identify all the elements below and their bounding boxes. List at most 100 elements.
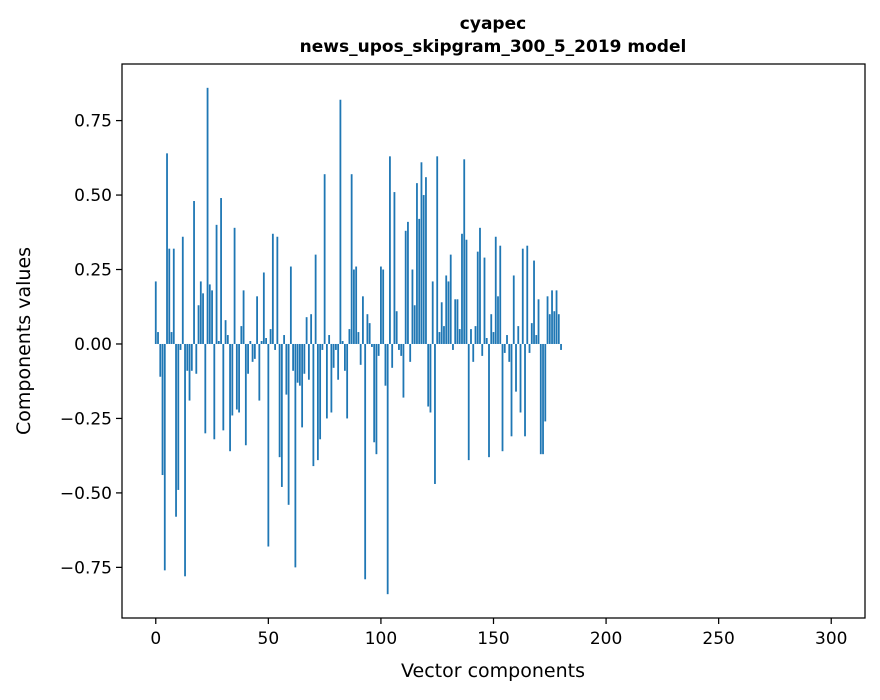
bar <box>461 233 463 344</box>
bar <box>244 343 247 446</box>
bar <box>506 335 508 344</box>
bar <box>555 290 558 344</box>
bar <box>159 343 162 377</box>
bar <box>470 329 472 344</box>
bar <box>280 343 283 487</box>
y-axis: −0.75 −0.50 −0.25 0.00 0.25 0.50 0.75 <box>60 112 122 578</box>
bar <box>337 343 340 380</box>
bar <box>222 343 225 431</box>
bar <box>303 343 306 374</box>
bar <box>393 192 396 344</box>
bar <box>316 343 319 461</box>
bar <box>533 260 535 344</box>
bar <box>301 343 304 428</box>
bar <box>449 254 452 344</box>
x-tick-label: 200 <box>590 629 622 649</box>
bar <box>332 343 335 368</box>
bar <box>323 174 326 344</box>
bar <box>285 343 288 395</box>
bar <box>474 326 477 344</box>
bar <box>386 343 389 595</box>
bar <box>235 343 238 410</box>
bar <box>530 323 533 344</box>
bar <box>492 332 495 344</box>
bar <box>330 343 333 413</box>
bar <box>528 343 531 353</box>
bar <box>346 343 349 419</box>
bar <box>521 248 524 344</box>
bar <box>220 198 222 344</box>
bar <box>276 236 279 344</box>
bar <box>553 311 556 344</box>
bar <box>186 343 189 371</box>
bar <box>465 239 468 344</box>
bar <box>485 338 488 344</box>
bar <box>420 162 423 344</box>
bar <box>515 343 517 392</box>
y-tick-label: −0.75 <box>60 558 112 578</box>
bar <box>168 248 171 344</box>
bar <box>548 314 551 344</box>
bar <box>371 343 373 347</box>
bars-group <box>154 87 562 595</box>
bar <box>251 343 254 362</box>
bar <box>357 332 360 344</box>
bar <box>247 343 249 374</box>
bar <box>380 266 382 344</box>
bar <box>560 343 562 350</box>
bar <box>258 343 261 401</box>
bar <box>445 275 448 344</box>
bar <box>289 266 292 344</box>
bar <box>427 343 430 407</box>
bar <box>305 317 308 344</box>
bar <box>240 326 243 344</box>
bar <box>229 343 231 452</box>
bar <box>253 343 256 359</box>
bar <box>177 343 180 490</box>
bar <box>269 329 272 344</box>
bar <box>436 156 439 344</box>
bar <box>184 343 186 577</box>
bar <box>298 343 301 386</box>
bar <box>377 343 380 356</box>
bar <box>224 320 227 344</box>
bar <box>501 343 504 452</box>
bar <box>226 335 229 344</box>
bar <box>172 248 175 344</box>
bar <box>197 305 200 344</box>
bar <box>535 335 538 344</box>
bar <box>458 329 461 344</box>
bar <box>341 341 344 344</box>
bar <box>204 343 207 434</box>
x-axis-title: Vector components <box>401 660 585 682</box>
bar <box>267 343 270 547</box>
bar <box>163 343 166 571</box>
bar <box>321 343 324 350</box>
bar <box>481 343 484 356</box>
bar <box>497 296 499 344</box>
bar <box>213 343 216 440</box>
bar <box>359 343 362 365</box>
x-tick-label: 0 <box>150 629 161 649</box>
bar <box>233 227 236 344</box>
bar <box>546 296 549 344</box>
bar <box>307 343 310 380</box>
bar <box>434 343 436 484</box>
y-axis-title: Components values <box>13 247 35 435</box>
bar <box>366 314 369 344</box>
bar <box>375 343 378 455</box>
bar <box>400 343 403 356</box>
bar <box>438 332 441 344</box>
bar <box>440 302 443 344</box>
x-axis: 0 50 100 150 200 250 300 <box>150 618 847 649</box>
bar <box>467 343 470 461</box>
bar <box>344 343 346 371</box>
bar <box>170 332 173 344</box>
y-tick-label: −0.25 <box>60 409 112 429</box>
bar <box>418 218 421 344</box>
bar <box>508 343 511 362</box>
bar <box>557 314 560 344</box>
bar <box>314 254 317 344</box>
bar <box>319 343 322 440</box>
